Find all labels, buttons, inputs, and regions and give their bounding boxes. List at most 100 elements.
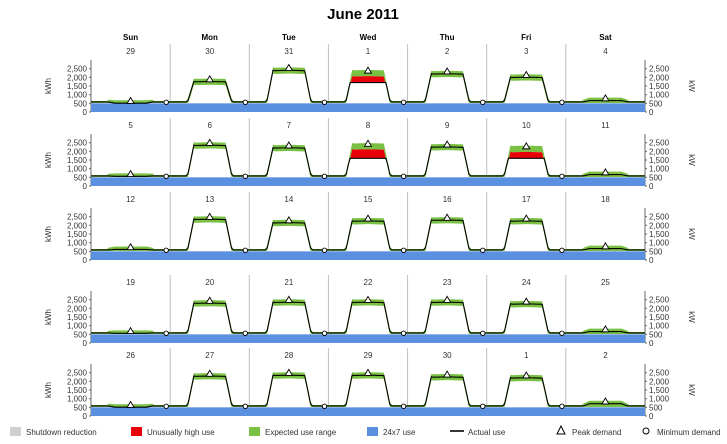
date-label: 8 [366, 121, 371, 130]
actual-use-line [170, 218, 250, 251]
expected-range-area [170, 142, 250, 177]
actual-use-line [249, 69, 329, 103]
minimum-demand-marker [163, 173, 169, 179]
y-tick-left: 1,500 [67, 82, 88, 91]
actual-use-line [486, 220, 566, 251]
minimum-demand-marker [559, 99, 565, 105]
peak-demand-marker [126, 242, 135, 251]
y-tick-left: 2,000 [67, 221, 88, 230]
peak-demand-marker [126, 400, 135, 408]
date-label: 20 [205, 278, 214, 287]
y-tick-right: 1,500 [649, 82, 670, 91]
minimum-demand-marker [559, 403, 565, 409]
minimum-demand-marker [559, 247, 565, 253]
actual-use-line [170, 144, 250, 177]
y-tick-left: 500 [74, 247, 88, 256]
date-label: 31 [284, 47, 293, 56]
y-tick-right: 0 [649, 182, 654, 191]
y-axis-label-right: kW [687, 311, 696, 323]
peak-demand-marker [522, 297, 531, 305]
y-tick-left: 1,000 [67, 165, 88, 174]
expected-range-area [328, 299, 408, 334]
date-label: 2 [445, 47, 450, 56]
expected-range-area [170, 216, 250, 251]
date-label: 15 [364, 195, 373, 204]
date-label: 1 [366, 47, 371, 56]
peak-demand-marker [284, 141, 294, 149]
y-tick-left: 1,500 [67, 156, 88, 165]
actual-use-line [407, 219, 487, 251]
y-axis-label-right: kW [687, 384, 696, 396]
y-tick-left: 500 [74, 330, 88, 339]
legend-swatch [249, 427, 260, 436]
y-tick-left: 2,000 [67, 304, 88, 313]
minimum-demand-marker [242, 173, 248, 179]
y-axis-label-right: kW [687, 228, 696, 240]
y-axis-label-left: kWh [44, 226, 53, 242]
peak-demand-marker [363, 139, 373, 147]
peak-demand-marker [601, 324, 610, 333]
actual-use-line [486, 303, 566, 334]
actual-use-line [407, 376, 487, 407]
minimum-demand-marker [480, 99, 486, 105]
y-tick-left: 0 [83, 256, 88, 265]
y-tick-right: 2,000 [649, 73, 670, 82]
y-tick-left: 2,500 [67, 213, 88, 222]
date-label: 4 [603, 47, 608, 56]
y-axis-label-left: kWh [44, 152, 53, 168]
expected-range-area [170, 78, 250, 103]
legend-label: Expected use range [265, 428, 337, 437]
y-tick-left: 0 [83, 412, 88, 421]
y-tick-right: 500 [649, 247, 663, 256]
actual-use-line [249, 221, 329, 251]
minimum-demand-marker [400, 247, 407, 253]
base-use-band [91, 407, 645, 416]
expected-range-area [407, 373, 487, 407]
date-label: 25 [601, 278, 610, 287]
date-label: 3 [524, 47, 529, 56]
y-tick-right: 500 [649, 330, 663, 339]
date-label: 24 [522, 278, 531, 287]
actual-use-line [249, 301, 329, 334]
date-label: 17 [522, 195, 531, 204]
actual-use-line [249, 374, 329, 407]
actual-use-line [486, 377, 566, 407]
chart-title: June 2011 [327, 6, 399, 23]
y-tick-right: 2,000 [649, 304, 670, 313]
legend-label: Actual use [468, 428, 506, 437]
expected-range-area [249, 144, 329, 177]
y-axis-label-right: kW [687, 80, 696, 92]
minimum-demand-marker [242, 247, 248, 253]
date-label: 30 [443, 351, 452, 360]
actual-use-line [328, 220, 408, 251]
minimum-demand-marker [321, 330, 328, 336]
y-tick-left: 2,000 [67, 147, 88, 156]
peak-demand-marker [601, 241, 610, 250]
y-tick-left: 0 [83, 339, 88, 348]
legend-triangle [556, 424, 566, 435]
date-label: 29 [364, 351, 373, 360]
y-tick-left: 500 [74, 99, 88, 108]
y-tick-right: 1,000 [649, 322, 670, 331]
expected-range-area [407, 217, 487, 251]
expected-range-area [328, 69, 408, 103]
expected-range-area [249, 219, 329, 251]
date-label: 6 [207, 121, 212, 130]
base-use-band [91, 251, 645, 260]
weekday-label: Fri [521, 33, 531, 42]
date-label: 2 [603, 351, 608, 360]
actual-use-line [407, 73, 487, 103]
date-label: 18 [601, 195, 610, 204]
peak-demand-marker [205, 212, 214, 220]
expected-range-area [328, 372, 408, 407]
peak-demand-marker [284, 215, 294, 224]
minimum-demand-marker [321, 403, 328, 409]
expected-range-area [486, 300, 566, 334]
minimum-demand-marker [400, 403, 407, 409]
peak-demand-marker [522, 70, 531, 78]
minimum-demand-marker [242, 403, 248, 409]
base-use-band [91, 177, 645, 186]
